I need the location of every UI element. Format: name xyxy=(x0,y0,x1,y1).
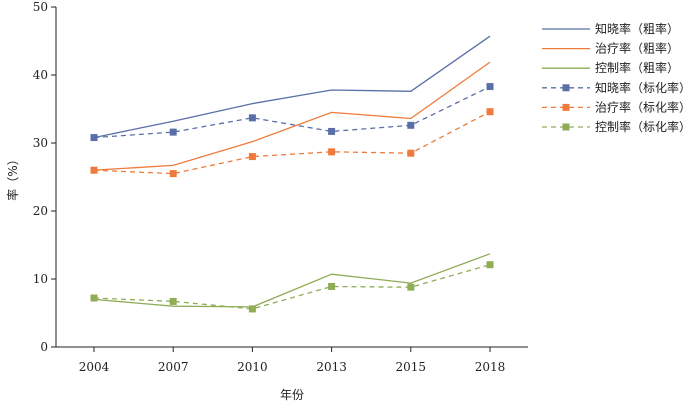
series-3 xyxy=(93,253,491,308)
data-point xyxy=(248,114,256,122)
legend-label: 知晓率（标化率） xyxy=(595,80,691,95)
legend-entry: 知晓率（标化率） xyxy=(542,80,691,95)
legend-label: 治疗率（粗率） xyxy=(595,41,679,56)
y-axis-title: 率（%） xyxy=(5,153,20,200)
data-point xyxy=(486,108,494,116)
legend-label: 知晓率（粗率） xyxy=(595,21,679,36)
legend-label: 治疗率（标化率） xyxy=(595,99,691,114)
legend-entry: 控制率（粗率） xyxy=(542,60,679,75)
series-line xyxy=(93,86,491,139)
legend: 知晓率（粗率） 治疗率（粗率） 控制率（粗率） 知晓率（标化率） 治疗率（标化率） 控制率… xyxy=(542,21,691,134)
data-point xyxy=(169,128,177,136)
x-tick-label: 2004 xyxy=(79,360,110,374)
series-6 xyxy=(90,261,494,313)
series-line xyxy=(93,61,491,171)
series-1 xyxy=(93,35,491,139)
data-point xyxy=(90,134,98,142)
data-point xyxy=(486,261,494,269)
series-2 xyxy=(93,61,491,171)
x-tick-label: 2007 xyxy=(158,360,189,374)
x-axis-title: 年份 xyxy=(280,388,304,402)
y-tick-label: 10 xyxy=(33,272,48,286)
data-point xyxy=(486,83,494,91)
series-line xyxy=(93,35,491,139)
data-point xyxy=(407,283,415,291)
data-point xyxy=(407,149,415,157)
y-tick-label: 50 xyxy=(33,0,48,14)
chart-axes xyxy=(55,7,528,348)
data-point xyxy=(90,294,98,302)
data-point xyxy=(248,153,256,161)
data-point xyxy=(328,282,336,290)
series-layer xyxy=(90,35,494,313)
y-tick-label: 40 xyxy=(33,68,48,82)
legend-swatch-marker xyxy=(562,103,570,111)
data-point xyxy=(90,166,98,174)
data-point xyxy=(328,127,336,135)
series-line xyxy=(93,253,491,308)
data-point xyxy=(407,121,415,129)
legend-entry: 治疗率（标化率） xyxy=(542,99,691,114)
x-tick-label: 2010 xyxy=(237,360,268,374)
data-point xyxy=(169,170,177,178)
series-line xyxy=(93,264,491,310)
y-tick-label: 0 xyxy=(40,340,48,354)
legend-label: 控制率（粗率） xyxy=(595,60,679,75)
x-tick-label: 2013 xyxy=(316,360,347,374)
legend-label: 控制率（标化率） xyxy=(595,119,691,134)
y-axis-ticks: 0 10 20 30 40 50 xyxy=(33,0,56,354)
x-tick-label: 2015 xyxy=(396,360,427,374)
data-point xyxy=(169,297,177,305)
y-tick-label: 20 xyxy=(33,204,48,218)
series-line xyxy=(93,111,491,175)
legend-swatch-marker xyxy=(562,84,570,92)
data-point xyxy=(248,305,256,313)
series-4 xyxy=(90,83,494,142)
x-axis-ticks: 2004 2007 2010 2013 2015 2018 xyxy=(79,347,506,374)
data-point xyxy=(328,148,336,156)
x-tick-label: 2018 xyxy=(475,360,506,374)
y-tick-label: 30 xyxy=(33,136,48,150)
legend-entry: 治疗率（粗率） xyxy=(542,41,679,56)
legend-entry: 控制率（标化率） xyxy=(542,119,691,134)
legend-entry: 知晓率（粗率） xyxy=(542,21,679,36)
legend-swatch-marker xyxy=(562,123,570,131)
series-5 xyxy=(90,108,494,178)
